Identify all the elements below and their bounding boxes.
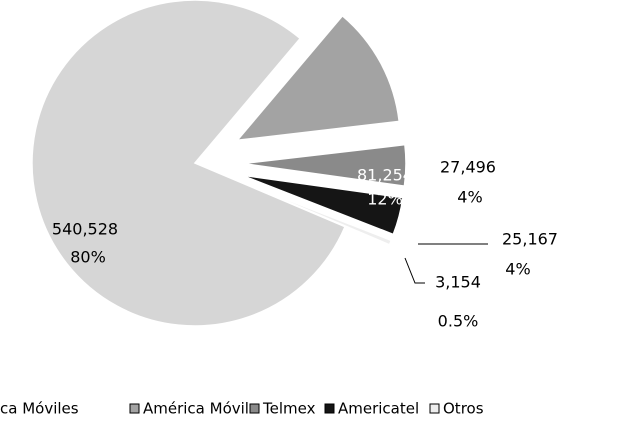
pie-slice [241, 174, 404, 236]
pie-slice [31, 0, 347, 327]
legend-label: Americatel [338, 400, 419, 418]
legend-swatch [429, 403, 440, 414]
legend-swatch [249, 403, 260, 414]
pie-slice [235, 14, 401, 142]
legend-swatch [129, 403, 140, 414]
percent-label: 4% [457, 188, 482, 207]
pie-slice [242, 143, 407, 187]
data-label: 27,496 [440, 158, 496, 177]
percent-label: 0.5% [438, 312, 479, 331]
data-label: 81,254 [357, 166, 413, 185]
data-label: 25,167 [502, 230, 558, 249]
leader-line [404, 257, 425, 284]
legend-label: América Móvil [143, 400, 249, 418]
legend-swatch [324, 403, 335, 414]
data-label: 540,528 [52, 220, 118, 239]
pie-slice [239, 180, 393, 246]
percent-label: 80% [70, 248, 106, 267]
legend-label: ca Móviles [0, 400, 79, 418]
percent-label: 4% [505, 260, 530, 279]
legend-label: Otros [443, 400, 484, 418]
data-label: 3,154 [435, 273, 481, 292]
percent-label: 12% [367, 190, 403, 209]
legend-label: Telmex [262, 400, 316, 418]
